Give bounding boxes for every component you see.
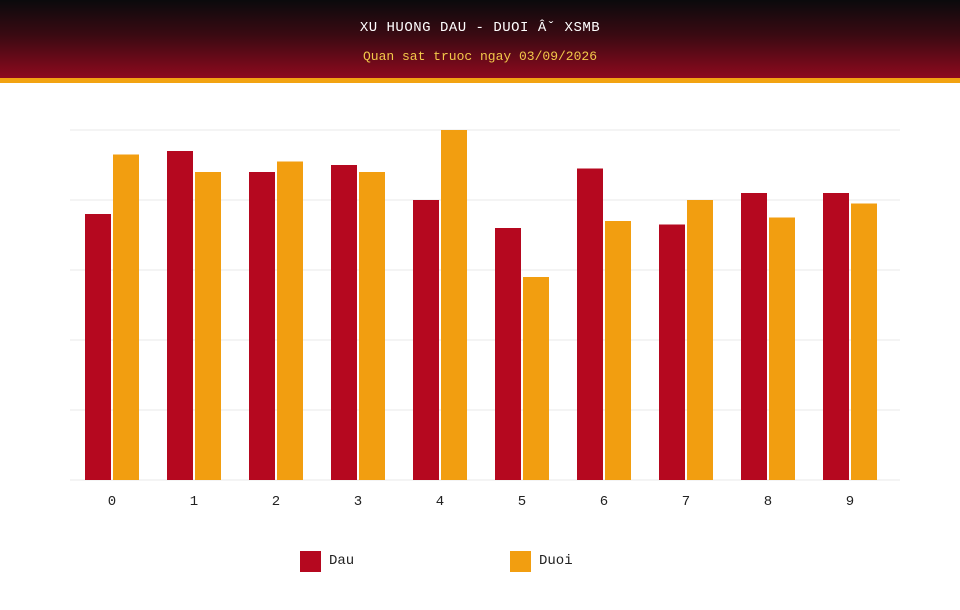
bars: [85, 130, 877, 480]
bar-dau-8[interactable]: [741, 193, 767, 480]
x-tick-label: 9: [846, 494, 854, 510]
bar-dau-0[interactable]: [85, 214, 111, 480]
x-tick-label: 8: [764, 494, 772, 510]
legend-label-dau: Dau: [329, 553, 355, 569]
bar-duoi-9[interactable]: [851, 203, 877, 481]
x-tick-label: 6: [600, 494, 608, 510]
x-tick-label: 0: [108, 494, 116, 510]
bar-duoi-6[interactable]: [605, 221, 631, 480]
bar-dau-2[interactable]: [249, 172, 275, 480]
bar-dau-3[interactable]: [331, 165, 357, 480]
bar-duoi-1[interactable]: [195, 172, 221, 480]
bar-duoi-2[interactable]: [277, 161, 303, 481]
bar-dau-7[interactable]: [659, 224, 685, 481]
x-tick-label: 4: [436, 494, 444, 510]
legend-swatch-dau: [300, 550, 321, 572]
bar-dau-9[interactable]: [823, 193, 849, 480]
legend-item-duoi[interactable]: Duoi: [510, 548, 573, 574]
x-tick-label: 2: [272, 494, 280, 510]
bar-dau-4[interactable]: [413, 200, 439, 480]
bar-dau-5[interactable]: [495, 228, 521, 480]
x-tick-labels: 0 1 2 3 4 5 6 7 8 9: [108, 494, 854, 510]
x-tick-label: 1: [190, 494, 198, 510]
bar-duoi-4[interactable]: [441, 130, 467, 480]
legend-item-dau[interactable]: Dau: [300, 548, 354, 574]
x-tick-label: 7: [682, 494, 690, 510]
bar-dau-6[interactable]: [577, 168, 603, 481]
bar-duoi-0[interactable]: [113, 154, 139, 481]
legend-swatch-duoi: [510, 550, 531, 572]
bar-duoi-7[interactable]: [687, 200, 713, 480]
bar-duoi-3[interactable]: [359, 172, 385, 480]
chart-title: XU HUONG DAU - DUOI Âˇ XSMB: [359, 20, 601, 36]
legend: Dau Duoi: [0, 548, 960, 574]
x-tick-label: 3: [354, 494, 362, 510]
x-tick-label: 5: [518, 494, 526, 510]
header-accent-stripe: [0, 78, 960, 83]
bar-dau-1[interactable]: [167, 151, 193, 480]
legend-label-duoi: Duoi: [539, 553, 573, 569]
chart-subtitle: Quan sat truoc ngay 03/09/2026: [362, 49, 598, 64]
bar-duoi-8[interactable]: [769, 217, 795, 481]
chart-header: [0, 0, 960, 78]
bar-duoi-5[interactable]: [523, 277, 549, 480]
